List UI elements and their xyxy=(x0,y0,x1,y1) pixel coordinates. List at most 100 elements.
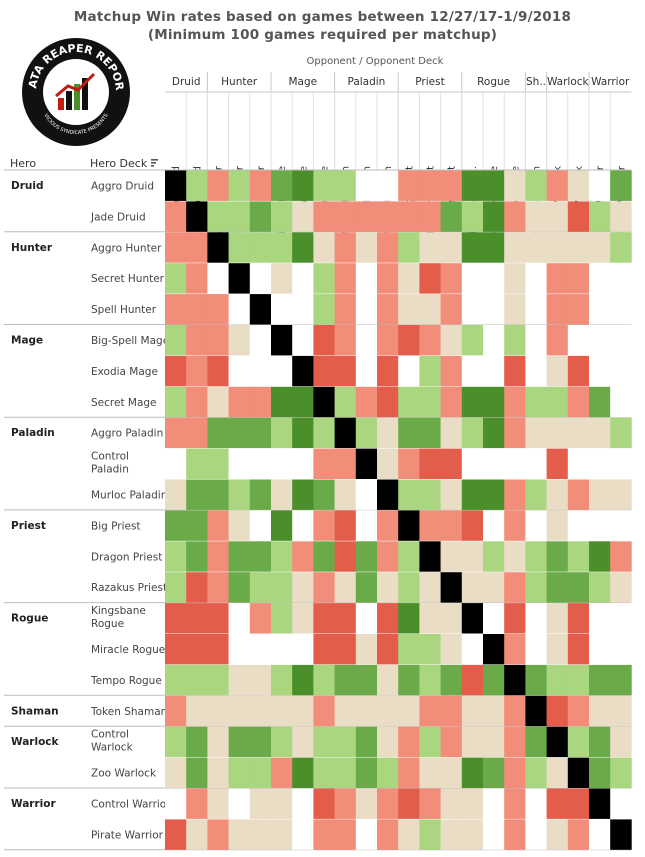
heatmap-cell xyxy=(398,417,420,449)
heatmap-cell xyxy=(165,510,187,541)
heatmap-cell xyxy=(249,695,272,727)
heatmap-cell xyxy=(334,232,357,263)
heatmap-cell xyxy=(504,386,526,418)
heatmap-cell xyxy=(271,448,293,479)
heatmap-cell xyxy=(504,788,526,819)
heatmap-cell xyxy=(567,603,590,634)
hero-label: Shaman xyxy=(11,705,59,717)
heatmap-cell xyxy=(461,541,484,572)
column-group-label: Paladin xyxy=(347,76,385,88)
heatmap-cell xyxy=(567,788,590,819)
heatmap-cell xyxy=(461,572,484,603)
heatmap-cell xyxy=(504,417,526,449)
heatmap-cell xyxy=(355,664,378,696)
heatmap-cell xyxy=(461,726,484,758)
heatmap-cell xyxy=(398,263,420,294)
heatmap-cell xyxy=(186,479,208,510)
column-group-label: Druid xyxy=(172,76,201,88)
heatmap-cell xyxy=(355,788,378,819)
heatmap-cell xyxy=(271,355,293,387)
heatmap-cell xyxy=(186,325,208,356)
heatmap-cell xyxy=(313,788,335,819)
heatmap-cell xyxy=(589,232,611,263)
heatmap-cell xyxy=(398,448,420,479)
heatmap-cell xyxy=(567,325,590,356)
heatmap-cell xyxy=(313,664,335,696)
heatmap-cell xyxy=(504,603,526,634)
row-label: Control Warrior xyxy=(91,798,171,810)
heatmap-cell xyxy=(546,232,569,263)
heatmap-cell xyxy=(228,634,251,665)
row-label: Token Shaman xyxy=(90,706,167,718)
heatmap-cell xyxy=(440,479,463,510)
row-label: Big Priest xyxy=(91,520,141,532)
heatmap-cell xyxy=(483,201,505,232)
heatmap-cell xyxy=(461,294,484,325)
heatmap-cell xyxy=(377,263,399,294)
heatmap-cell xyxy=(525,479,547,510)
heatmap-cell xyxy=(589,294,611,325)
heatmap-cell xyxy=(610,572,632,603)
heatmap-cell xyxy=(419,726,441,758)
column-label: Miracle Rogue xyxy=(489,166,500,237)
heatmap-cell xyxy=(440,355,463,387)
hero-label: Mage xyxy=(11,335,43,347)
heatmap-cell xyxy=(228,201,251,232)
heatmap-cell xyxy=(419,201,441,232)
heatmap-cell xyxy=(419,263,441,294)
heatmap-cell xyxy=(483,541,505,572)
heatmap-cell xyxy=(249,294,272,325)
heatmap-cell xyxy=(504,819,526,850)
heatmap-cell xyxy=(504,541,526,572)
heatmap-cell xyxy=(292,448,314,479)
heatmap-cell xyxy=(292,479,314,510)
heatmap-cell xyxy=(313,263,335,294)
heatmap-cell xyxy=(165,726,187,758)
row-label: Razakus Priest xyxy=(91,582,167,594)
heatmap-cell xyxy=(271,479,293,510)
chart-subtitle: (Minimum 100 games required per matchup) xyxy=(147,27,498,43)
heatmap-cell xyxy=(377,634,399,665)
row-label: Exodia Mage xyxy=(91,366,158,378)
column-group-label: Priest xyxy=(415,76,444,88)
heatmap-cell xyxy=(165,263,187,294)
heatmap-cell xyxy=(228,572,251,603)
heatmap-cell xyxy=(228,664,251,696)
heatmap-cell xyxy=(165,448,187,479)
heatmap-cell xyxy=(207,726,229,758)
heatmap-cell xyxy=(207,417,229,449)
heatmap-cell xyxy=(610,603,632,634)
heatmap-cell xyxy=(186,757,208,788)
heatmap-cell xyxy=(292,232,314,263)
sort-icon[interactable] xyxy=(151,159,158,167)
heatmap-cell xyxy=(567,479,590,510)
heatmap-cell xyxy=(398,695,420,727)
heatmap-cell xyxy=(525,695,547,727)
heatmap-cell xyxy=(313,541,335,572)
heatmap-cell xyxy=(377,448,399,479)
heatmap-cell xyxy=(567,417,590,449)
heatmap-cell xyxy=(271,386,293,418)
heatmap-cell xyxy=(546,541,569,572)
heatmap-cell xyxy=(483,232,505,263)
heatmap-cell xyxy=(546,355,569,387)
heatmap-cell xyxy=(271,417,293,449)
hero-label: Druid xyxy=(11,180,43,192)
heatmap-cell xyxy=(186,695,208,727)
heatmap-cell xyxy=(165,417,187,449)
heatmap-cell xyxy=(186,201,208,232)
heatmap-cell xyxy=(419,572,441,603)
heatmap-cell xyxy=(546,201,569,232)
heatmap-cell xyxy=(292,634,314,665)
heatmap-cell xyxy=(461,819,484,850)
heatmap-cell xyxy=(525,325,547,356)
heatmap-cell xyxy=(207,757,229,788)
heatmap-cell xyxy=(440,325,463,356)
heatmap-cell xyxy=(440,664,463,696)
heatmap-cell xyxy=(292,386,314,418)
heatmap-cell xyxy=(546,170,569,201)
opponent-axis-caption: Opponent / Opponent Deck xyxy=(307,56,444,67)
heatmap-cell xyxy=(207,819,229,850)
heatmap-cell xyxy=(589,263,611,294)
heatmap-cell xyxy=(377,170,399,201)
